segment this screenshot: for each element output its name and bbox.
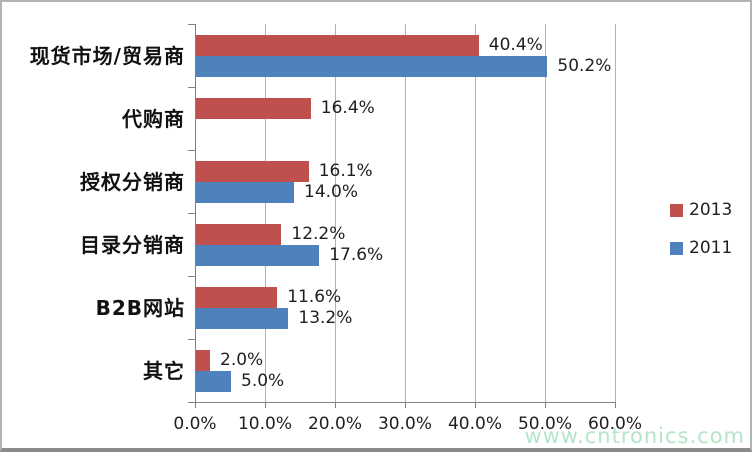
category-label: 现货市场/贸易商 xyxy=(29,43,185,68)
x-axis-tick xyxy=(405,402,406,408)
bar-data-label: 13.2% xyxy=(298,308,353,328)
x-axis-tick-label: 30.0% xyxy=(377,414,432,434)
bar-2011 xyxy=(196,181,294,203)
bar-data-label: 5.0% xyxy=(241,371,285,391)
legend-item-2013: 2013 xyxy=(670,198,732,222)
bar-2011 xyxy=(196,307,289,329)
y-axis-tick xyxy=(188,87,195,88)
bar-2013 xyxy=(196,286,278,308)
bar-data-label: 40.4% xyxy=(488,35,543,55)
bar-2011 xyxy=(196,370,231,392)
bar-data-label: 17.6% xyxy=(329,245,384,265)
bar-2013 xyxy=(196,349,210,371)
legend: 2013 2011 xyxy=(670,198,732,274)
bar-data-label: 16.1% xyxy=(318,161,373,181)
category-label: 目录分销商 xyxy=(80,232,185,257)
category-label: 其它 xyxy=(143,358,185,383)
y-axis-tick xyxy=(188,150,195,151)
category-label: 代购商 xyxy=(122,106,185,131)
gridline xyxy=(475,24,476,402)
category-label: B2B网站 xyxy=(95,295,185,320)
x-axis-tick-label: 10.0% xyxy=(237,414,292,434)
legend-label-2013: 2013 xyxy=(689,200,733,220)
bar-2013 xyxy=(196,160,309,182)
bar-data-label: 50.2% xyxy=(557,56,612,76)
bar-data-label: 12.2% xyxy=(291,224,346,244)
x-axis-tick-label: 20.0% xyxy=(307,414,362,434)
legend-item-2011: 2011 xyxy=(670,236,732,260)
x-axis-tick xyxy=(265,402,266,408)
x-axis-tick xyxy=(545,402,546,408)
x-axis-tick xyxy=(335,402,336,408)
x-axis-tick xyxy=(615,402,616,408)
y-axis-tick xyxy=(188,213,195,214)
gridline xyxy=(335,24,336,402)
category-label: 授权分销商 xyxy=(80,169,185,194)
bar-data-label: 14.0% xyxy=(304,182,359,202)
x-axis-tick-label: 0.0% xyxy=(173,414,217,434)
legend-swatch-2013-icon xyxy=(670,203,683,217)
x-axis-tick-label: 40.0% xyxy=(447,414,502,434)
legend-swatch-2011-icon xyxy=(670,241,683,255)
x-axis-tick xyxy=(475,402,476,408)
x-axis-tick-label: 60.0% xyxy=(587,414,642,434)
y-axis-tick xyxy=(188,24,195,25)
x-axis-tick-label: 50.0% xyxy=(517,414,572,434)
gridline xyxy=(265,24,266,402)
bar-data-label: 11.6% xyxy=(287,287,342,307)
bar-2011 xyxy=(196,244,320,266)
y-axis-tick xyxy=(188,276,195,277)
gridline xyxy=(405,24,406,402)
bar-2013 xyxy=(196,97,311,119)
watermark: www.cntronics.com xyxy=(524,424,745,448)
legend-label-2011: 2011 xyxy=(689,238,733,258)
bar-data-label: 16.4% xyxy=(320,98,375,118)
y-axis-line xyxy=(195,24,196,402)
y-axis-tick xyxy=(188,339,195,340)
bar-2011 xyxy=(196,55,548,77)
gridline xyxy=(615,24,616,402)
bar-2013 xyxy=(196,223,282,245)
y-axis-tick xyxy=(188,402,195,403)
bar-2013 xyxy=(196,34,479,56)
gridline xyxy=(545,24,546,402)
bar-data-label: 2.0% xyxy=(220,350,264,370)
x-axis-tick xyxy=(195,402,196,408)
